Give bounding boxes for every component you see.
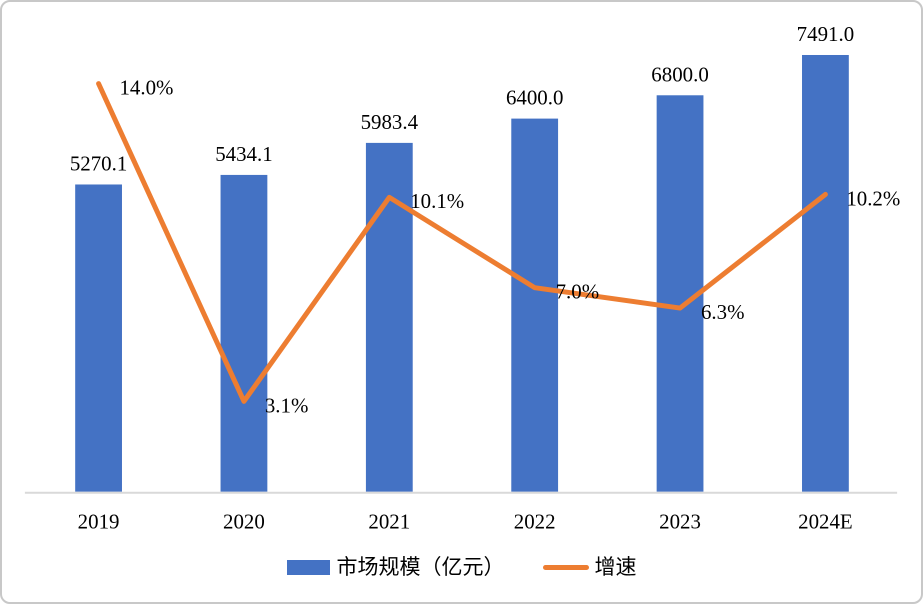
x-tick-2021: 2021	[368, 510, 410, 534]
bar-2020	[220, 174, 268, 492]
x-tick-2024E: 2024E	[798, 510, 853, 534]
growth-rate-label-2024E: 10.2%	[846, 186, 900, 210]
bar-2022	[511, 118, 559, 492]
growth-rate-line	[96, 81, 828, 404]
x-tick-2019: 2019	[78, 510, 120, 534]
legend-item-market-size: 市场规模（亿元）	[286, 555, 505, 580]
legend-label-growth-rate: 增速	[594, 556, 637, 579]
bar-value-label-2019: 5270.1	[70, 152, 127, 176]
growth-rate-label-2019: 14.0%	[119, 76, 173, 100]
x-tick-2022: 2022	[514, 510, 556, 534]
growth-rate-label-2023: 6.3%	[701, 300, 745, 324]
bar-2019	[75, 184, 122, 492]
legend-label-market-size: 市场规模（亿元）	[336, 556, 505, 579]
bar-value-label-2022: 6400.0	[506, 86, 563, 110]
growth-rate-label-2021: 10.1%	[410, 189, 464, 213]
growth-rate-label-2022: 7.0%	[556, 280, 600, 304]
line-series-swatch-icon	[542, 565, 589, 571]
growth-rate-label-2020: 3.1%	[265, 393, 309, 417]
x-tick-2020: 2020	[223, 510, 265, 534]
bar-value-label-2020: 5434.1	[215, 142, 272, 166]
bar-value-label-2024E: 7491.0	[797, 22, 854, 46]
bar-2024E	[802, 54, 849, 492]
bar-value-label-2021: 5983.4	[361, 110, 419, 134]
bar-value-label-2023: 6800.0	[651, 62, 708, 86]
chart-legend: 市场规模（亿元） 增速	[2, 555, 921, 580]
legend-item-growth-rate: 增速	[542, 555, 637, 580]
x-tick-2023: 2023	[659, 510, 701, 534]
bar-series-swatch-icon	[286, 560, 330, 576]
